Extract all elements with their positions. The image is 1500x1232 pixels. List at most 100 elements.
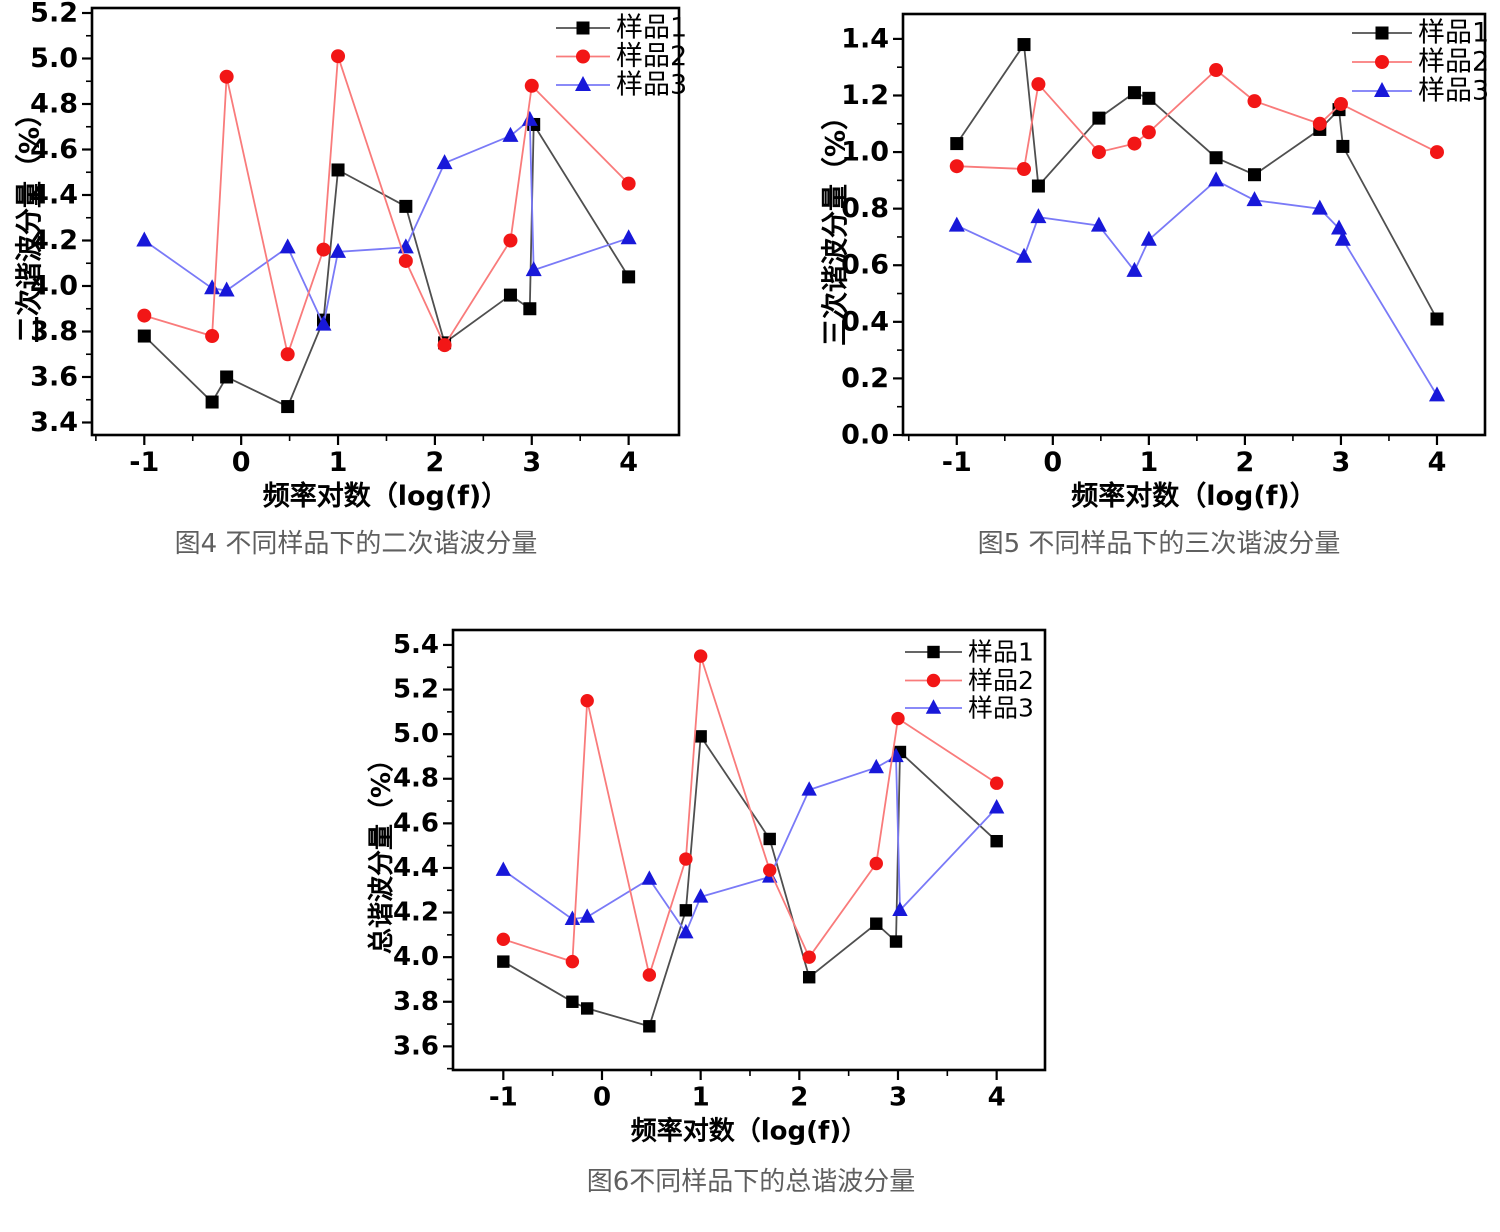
x-axis-tick-label: 1: [1139, 447, 1158, 478]
series-3-triangle-marker: [692, 888, 709, 903]
series-1-square-marker: [622, 270, 636, 284]
x-axis-tick-label: 0: [232, 447, 251, 478]
y-axis-tick-label: 5.4: [393, 630, 439, 660]
series-2-circle-marker: [1031, 77, 1046, 92]
series-1-square-marker: [1248, 168, 1262, 182]
plot-box: [451, 628, 1047, 1072]
x-axis-tick-label: -1: [489, 1082, 518, 1112]
x-axis-tick-label: -1: [129, 447, 159, 478]
series-2-circle-marker: [580, 693, 594, 708]
series-3-triangle-marker: [641, 870, 658, 885]
y-axis-tick-label: 0.4: [841, 306, 889, 337]
series-1-square-marker: [1092, 111, 1106, 125]
series-3-triangle-marker: [988, 799, 1005, 814]
series-3-triangle-marker: [1311, 199, 1328, 215]
series-2-circle-marker: [1247, 94, 1262, 109]
series-1-square-marker: [1017, 38, 1031, 52]
figure5-caption: 图5 不同样品下的三次谐波分量: [977, 529, 1341, 559]
y-axis-tick-label: 0.6: [841, 250, 889, 281]
series-3-triangle-marker: [204, 279, 221, 295]
y-axis-tick-label: 3.8: [30, 316, 78, 347]
legend-item-2-circle-marker: [926, 673, 941, 688]
series-3-triangle-marker: [678, 923, 694, 939]
x-axis-tick-label: 2: [426, 447, 445, 478]
series-2-line: [144, 55, 630, 358]
series-3-triangle-marker: [1090, 216, 1107, 232]
series-1-square-marker: [870, 917, 883, 930]
x-axis-title: 频率对数（log(f)）: [631, 1115, 867, 1146]
legend-item-2-label: 样品2: [1418, 47, 1489, 78]
series-2-circle-marker: [989, 776, 1004, 790]
series-1-square-marker: [331, 163, 345, 177]
y-axis-title: 总谐波分量（%）: [367, 746, 397, 954]
legend-item-1-label: 样品1: [968, 638, 1034, 667]
series-3-triangle-marker: [315, 315, 332, 331]
series-2-circle-marker: [437, 338, 452, 353]
series-1-square-marker: [990, 834, 1003, 848]
series-2-circle-marker: [316, 242, 331, 257]
series-2-circle-marker: [869, 856, 883, 871]
y-axis-tick-label: 4.0: [393, 942, 439, 972]
legend-item-2-circle-marker: [1375, 55, 1389, 69]
series-1-square-marker: [950, 137, 964, 151]
x-axis-tick-label: 0: [1043, 447, 1062, 478]
series-1-square-marker: [1031, 179, 1045, 193]
y-axis-tick-label: 5.2: [393, 675, 439, 705]
series-1-square-marker: [220, 370, 234, 384]
series-2-circle-marker: [1429, 145, 1444, 160]
y-axis-tick-label: 3.4: [30, 407, 78, 438]
legend-item-3-label: 样品3: [1418, 76, 1489, 107]
series-1-square-marker: [1127, 86, 1141, 100]
y-axis-tick-label: 4.2: [30, 225, 78, 256]
series-2-circle-marker: [1209, 63, 1224, 78]
series-1-square-marker: [1142, 91, 1156, 105]
series-3-triangle-marker: [279, 238, 296, 254]
legend-item-3-label: 样品3: [968, 694, 1034, 723]
y-axis-tick-label: 5.0: [393, 719, 439, 749]
legend-item-1-label: 样品1: [616, 13, 687, 44]
series-2-circle-marker: [219, 69, 234, 84]
x-axis-tick-label: 3: [889, 1082, 907, 1112]
y-axis-tick-label: 4.6: [393, 808, 439, 838]
series-1-square-marker: [679, 904, 693, 917]
y-axis-title: 二次谐波分量（%）: [15, 100, 46, 343]
y-axis-tick-label: 1.0: [841, 137, 889, 168]
series-3-triangle-marker: [1016, 247, 1033, 263]
plot-box: [90, 6, 681, 437]
plot-box: [901, 12, 1487, 437]
series-3-line: [502, 754, 998, 935]
series-3-triangle-marker: [948, 216, 965, 232]
series-2-circle-marker: [331, 49, 346, 64]
series-2-circle-marker: [205, 329, 220, 344]
legend-item-3-triangle-marker: [1374, 82, 1390, 97]
figure6-caption: 图6不同样品下的总谐波分量: [586, 1167, 916, 1197]
series-3-triangle-marker: [330, 242, 347, 258]
series-3-triangle-marker: [1331, 219, 1348, 235]
legend-item-1-square-marker: [1375, 26, 1389, 40]
series-1-square-marker: [137, 329, 151, 343]
x-axis-tick-label: 4: [619, 447, 638, 478]
legend-item-2-label: 样品2: [616, 41, 687, 72]
series-2-circle-marker: [1017, 162, 1032, 177]
y-axis-tick-label: 3.6: [393, 1031, 439, 1061]
series-3-line: [956, 179, 1438, 396]
y-axis-tick-label: 4.4: [393, 853, 439, 883]
series-3-triangle-marker: [1140, 230, 1157, 246]
series-2-circle-marker: [565, 954, 580, 969]
x-axis-tick-label: 2: [1236, 447, 1255, 478]
y-axis-tick-label: 0.8: [841, 193, 889, 224]
series-1-square-marker: [503, 288, 517, 302]
series-2-circle-marker: [1091, 145, 1106, 160]
series-3-triangle-marker: [1334, 230, 1351, 246]
y-axis-tick-label: 0.2: [841, 363, 889, 394]
y-axis-tick-label: 4.6: [30, 134, 78, 165]
series-2-circle-marker: [891, 711, 905, 726]
series-1-square-marker: [694, 730, 707, 743]
series-2-circle-marker: [949, 159, 964, 174]
series-3-triangle-marker: [436, 154, 453, 170]
x-axis-tick-label: 4: [988, 1082, 1006, 1112]
series-3-triangle-marker: [1246, 191, 1263, 207]
x-axis-tick-label: 4: [1428, 447, 1447, 478]
y-axis-tick-label: 4.4: [30, 179, 78, 210]
